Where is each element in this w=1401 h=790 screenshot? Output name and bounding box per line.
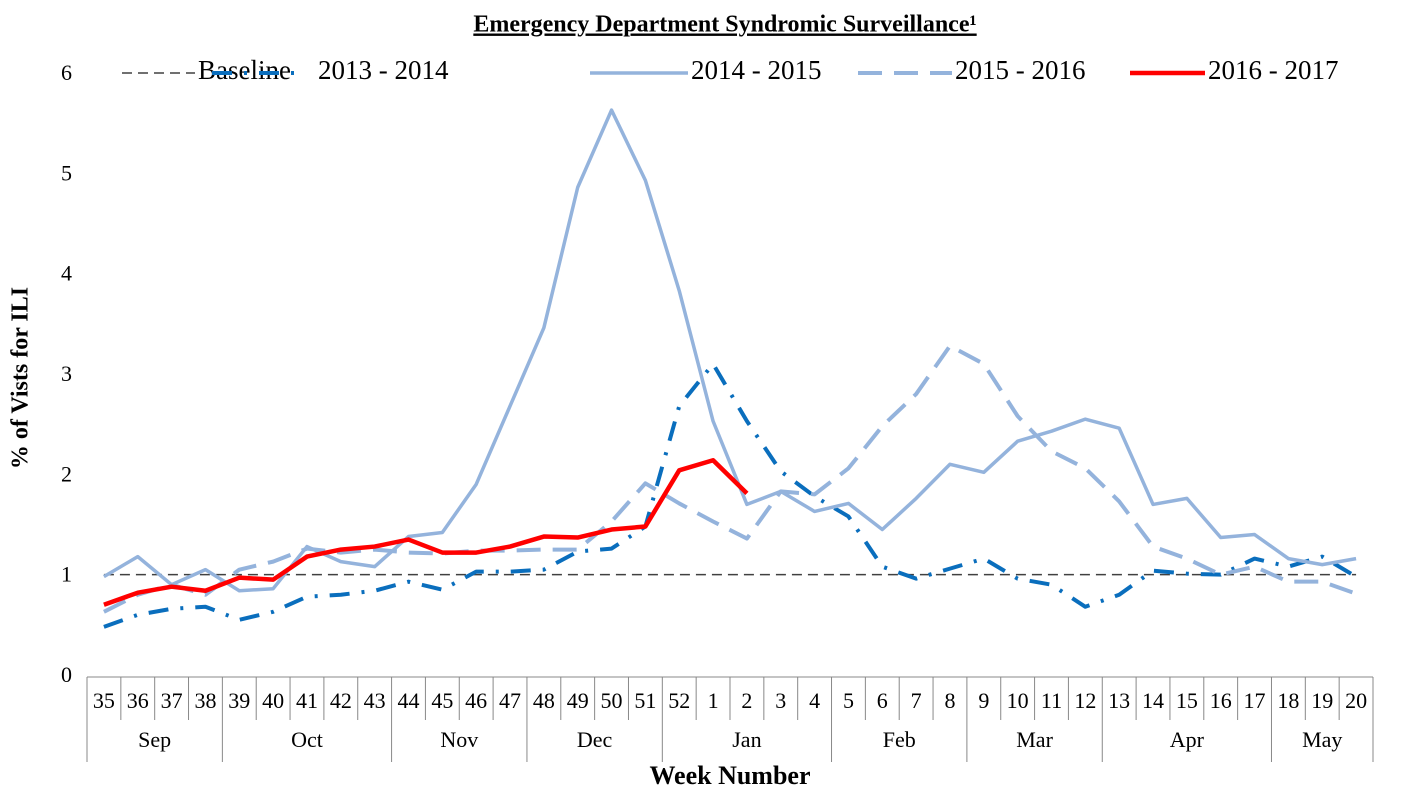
x-tick-label: 45 [431, 688, 453, 713]
x-tick-label: 8 [944, 688, 955, 713]
month-label: Jan [732, 727, 761, 752]
x-tick-label: 13 [1108, 688, 1130, 713]
legend-label: 2015 - 2016 [955, 55, 1086, 85]
x-tick-label: 19 [1311, 688, 1333, 713]
x-tick-label: 3 [775, 688, 786, 713]
x-tick-label: 20 [1345, 688, 1367, 713]
x-tick-label: 16 [1210, 688, 1232, 713]
month-label: Feb [883, 727, 916, 752]
x-tick-label: 36 [127, 688, 149, 713]
month-label: Sep [138, 727, 171, 752]
x-tick-label: 2 [741, 688, 752, 713]
month-label: Nov [440, 727, 478, 752]
x-tick-label: 42 [330, 688, 352, 713]
x-axis-title: Week Number [649, 761, 810, 790]
x-tick-label: 9 [978, 688, 989, 713]
x-tick-label: 43 [364, 688, 386, 713]
x-tick-label: 14 [1142, 688, 1164, 713]
x-tick-label: 12 [1074, 688, 1096, 713]
x-tick-label: 10 [1007, 688, 1029, 713]
y-tick-label: 6 [61, 60, 72, 85]
x-tick-label: 46 [465, 688, 487, 713]
series-line [103, 361, 1358, 629]
series-line [103, 458, 749, 607]
month-label: Dec [577, 727, 613, 752]
month-label: Oct [291, 727, 323, 752]
chart-title: Emergency Department Syndromic Surveilla… [473, 12, 976, 38]
x-tick-label: 49 [567, 688, 589, 713]
month-label: May [1302, 727, 1342, 752]
x-tick-label: 48 [533, 688, 555, 713]
legend-label: 2013 - 2014 [318, 55, 449, 85]
x-tick-label: 4 [809, 688, 820, 713]
y-tick-label: 2 [61, 461, 72, 486]
x-tick-label: 40 [262, 688, 284, 713]
x-tick-label: 1 [708, 688, 719, 713]
x-tick-label: 47 [499, 688, 521, 713]
y-tick-label: 5 [61, 160, 72, 185]
legend-label: Baseline [198, 55, 291, 85]
legend-label: 2014 - 2015 [691, 55, 822, 85]
series-line [103, 343, 1357, 614]
x-tick-label: 37 [161, 688, 183, 713]
y-tick-label: 4 [61, 261, 72, 286]
x-tick-label: 11 [1041, 688, 1062, 713]
x-tick-label: 7 [911, 688, 922, 713]
x-tick-label: 5 [843, 688, 854, 713]
y-tick-label: 3 [61, 361, 72, 386]
x-tick-label: 50 [601, 688, 623, 713]
legend-label: 2016 - 2017 [1208, 55, 1339, 85]
x-tick-label: 17 [1244, 688, 1266, 713]
x-tick-label: 15 [1176, 688, 1198, 713]
month-label: Mar [1016, 727, 1053, 752]
month-label: Apr [1170, 727, 1205, 752]
x-tick-label: 52 [668, 688, 690, 713]
y-tick-label: 0 [61, 662, 72, 687]
x-tick-label: 44 [398, 688, 420, 713]
x-tick-label: 35 [93, 688, 115, 713]
x-tick-label: 18 [1277, 688, 1299, 713]
y-axis-title: % of Vists for ILI [8, 287, 34, 469]
x-tick-label: 41 [296, 688, 318, 713]
series-line [103, 108, 1357, 593]
x-tick-label: 38 [194, 688, 216, 713]
x-tick-label: 39 [228, 688, 250, 713]
x-tick-label: 6 [877, 688, 888, 713]
x-tick-label: 51 [634, 688, 656, 713]
y-tick-label: 1 [61, 562, 72, 587]
